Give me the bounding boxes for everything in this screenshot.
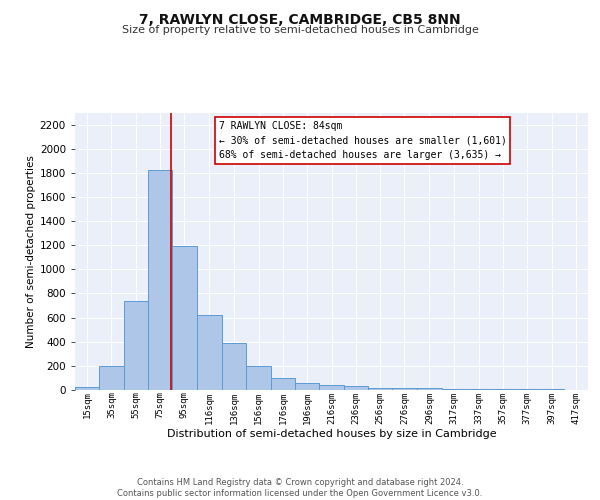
- Bar: [247, 366, 271, 390]
- Bar: [368, 388, 392, 390]
- Bar: [172, 246, 197, 390]
- Bar: [344, 386, 368, 390]
- Text: Size of property relative to semi-detached houses in Cambridge: Size of property relative to semi-detach…: [122, 25, 478, 35]
- Bar: [416, 388, 442, 390]
- Text: 7, RAWLYN CLOSE, CAMBRIDGE, CB5 8NN: 7, RAWLYN CLOSE, CAMBRIDGE, CB5 8NN: [139, 12, 461, 26]
- Bar: [319, 385, 344, 390]
- X-axis label: Distribution of semi-detached houses by size in Cambridge: Distribution of semi-detached houses by …: [167, 429, 496, 439]
- Bar: [466, 389, 491, 390]
- Bar: [392, 388, 416, 390]
- Y-axis label: Number of semi-detached properties: Number of semi-detached properties: [26, 155, 35, 348]
- Bar: [442, 389, 466, 390]
- Bar: [100, 366, 124, 390]
- Text: 7 RAWLYN CLOSE: 84sqm
← 30% of semi-detached houses are smaller (1,601)
68% of s: 7 RAWLYN CLOSE: 84sqm ← 30% of semi-deta…: [218, 121, 506, 160]
- Bar: [75, 387, 100, 390]
- Bar: [197, 314, 222, 390]
- Text: Contains HM Land Registry data © Crown copyright and database right 2024.
Contai: Contains HM Land Registry data © Crown c…: [118, 478, 482, 498]
- Bar: [124, 300, 148, 390]
- Bar: [148, 170, 172, 390]
- Bar: [491, 389, 515, 390]
- Bar: [295, 383, 319, 390]
- Bar: [222, 343, 247, 390]
- Bar: [271, 378, 295, 390]
